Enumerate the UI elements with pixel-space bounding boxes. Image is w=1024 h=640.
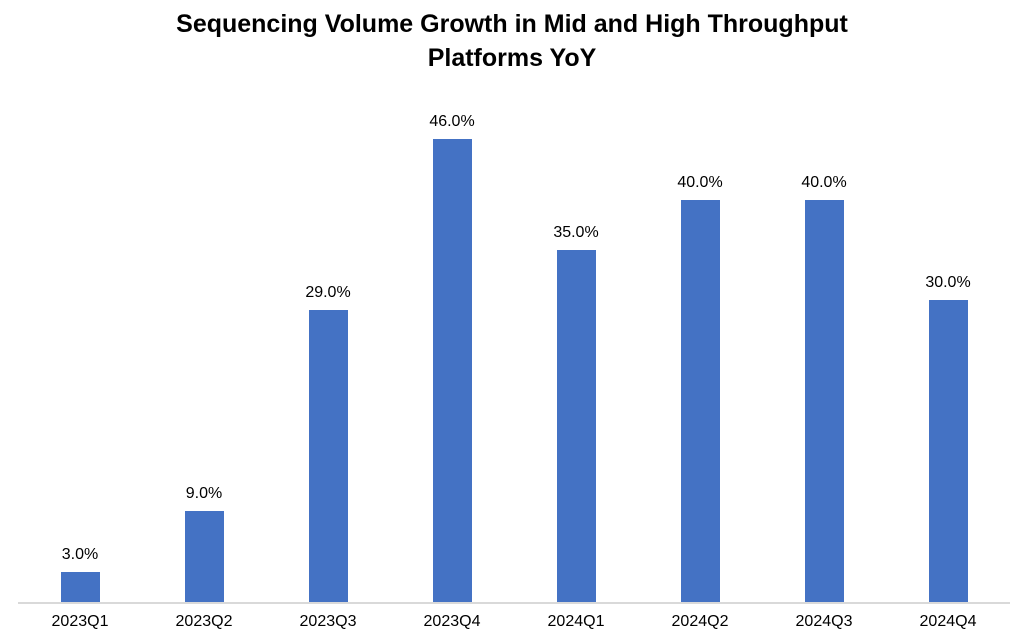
bar — [308, 310, 348, 602]
x-axis-tick-label: 2023Q3 — [299, 613, 357, 630]
bar-column: 29.0% — [266, 99, 390, 602]
bar — [184, 511, 224, 602]
x-axis-tick-label: 2023Q2 — [175, 613, 233, 630]
x-axis-tick-label: 2023Q4 — [423, 613, 481, 630]
x-axis-tick-label: 2024Q4 — [919, 613, 977, 630]
bar-value-label: 46.0% — [429, 113, 475, 130]
bar-column: 9.0% — [142, 99, 266, 602]
bar — [928, 300, 968, 602]
bar — [432, 139, 472, 602]
bar-value-label: 9.0% — [185, 485, 223, 502]
bar-column: 35.0% — [514, 99, 638, 602]
bar — [556, 250, 596, 602]
bar-value-label: 35.0% — [553, 224, 599, 241]
bar-value-label: 30.0% — [925, 274, 971, 291]
bar — [804, 200, 844, 602]
x-axis-labels: 2023Q1 2023Q2 2023Q3 2023Q4 2024Q1 2024Q2 2024… — [18, 613, 1010, 631]
chart-title-line1: Sequencing Volume Growth in Mid and High… — [176, 10, 848, 38]
chart-title: Sequencing Volume Growth in Mid and High… — [0, 8, 1024, 76]
bar — [60, 572, 100, 602]
x-axis-tick-label: 2024Q2 — [671, 613, 729, 630]
bar-column: 40.0% — [762, 99, 886, 602]
x-axis-tick-label: 2024Q3 — [795, 613, 853, 630]
bar-value-label: 29.0% — [305, 284, 351, 301]
bar — [680, 200, 720, 602]
bar-column: 40.0% — [638, 99, 762, 602]
x-axis-tick-label: 2024Q1 — [547, 613, 605, 630]
x-axis-tick-label: 2023Q1 — [51, 613, 109, 630]
bar-value-label: 40.0% — [677, 174, 723, 191]
bar-column: 3.0% — [18, 99, 142, 602]
bar-column: 46.0% — [390, 99, 514, 602]
plot-area: 3.0% 9.0% 29.0% 46.0% 35.0% 40.0% 40.0% 30.0% — [18, 99, 1010, 604]
bar-column: 30.0% — [886, 99, 1010, 602]
bar-value-label: 40.0% — [801, 174, 847, 191]
chart-title-line2: Platforms YoY — [427, 43, 597, 72]
bar-value-label: 3.0% — [61, 546, 99, 563]
